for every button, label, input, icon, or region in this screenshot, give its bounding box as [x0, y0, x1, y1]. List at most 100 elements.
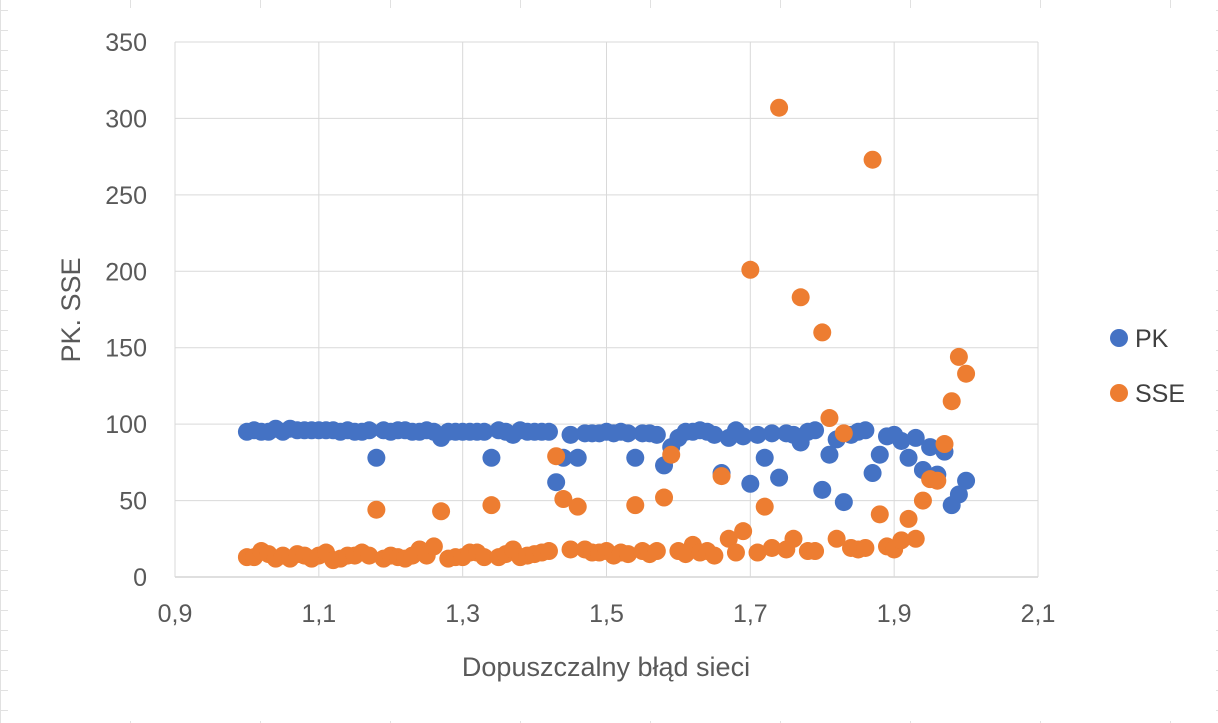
legend-pk-label: PK: [1135, 325, 1169, 353]
x-tick-label: 2,1: [1021, 600, 1056, 628]
x-tick-label: 1,5: [589, 600, 624, 628]
sse-point[interactable]: [856, 538, 875, 557]
pk-point[interactable]: [957, 471, 976, 490]
sse-point[interactable]: [949, 347, 968, 366]
y-tick-label: 100: [105, 411, 147, 439]
sse-point[interactable]: [820, 409, 839, 428]
y-tick-label: 200: [105, 258, 147, 286]
pk-point[interactable]: [360, 421, 379, 440]
x-axis-tick-labels: 0,9 1,1 1,3 1,5 1,7 1,9 2,1: [158, 600, 1056, 628]
sse-point[interactable]: [755, 497, 774, 516]
sse-point[interactable]: [734, 522, 753, 541]
sse-point[interactable]: [539, 542, 558, 561]
pk-point[interactable]: [705, 425, 724, 444]
x-tick-label: 0,9: [158, 600, 193, 628]
sse-point[interactable]: [424, 537, 443, 556]
pk-point[interactable]: [906, 428, 925, 447]
sse-point[interactable]: [748, 543, 767, 562]
pk-point[interactable]: [568, 448, 587, 467]
sse-point[interactable]: [561, 540, 580, 559]
y-tick-label: 150: [105, 335, 147, 363]
sse-point[interactable]: [827, 529, 846, 548]
legend-sse-marker: [1110, 384, 1128, 402]
sse-point[interactable]: [712, 467, 731, 486]
y-tick-label: 250: [105, 182, 147, 210]
sse-point[interactable]: [957, 364, 976, 383]
legend[interactable]: PK SSE: [1110, 325, 1185, 408]
pk-point[interactable]: [863, 464, 882, 483]
pk-point[interactable]: [741, 474, 760, 493]
sse-point[interactable]: [806, 542, 825, 561]
sse-point[interactable]: [626, 496, 645, 515]
sse-point[interactable]: [913, 491, 932, 510]
pk-point[interactable]: [892, 431, 911, 450]
sse-point[interactable]: [899, 509, 918, 528]
sse-point[interactable]: [432, 502, 451, 521]
y-tick-label: 350: [105, 29, 147, 57]
pk-point[interactable]: [734, 427, 753, 446]
pk-point[interactable]: [482, 448, 501, 467]
pk-point[interactable]: [762, 424, 781, 443]
chart-area[interactable]: [8, 8, 1216, 721]
sse-point[interactable]: [741, 260, 760, 279]
y-axis-tick-labels: 0 50 100 150 200 250 300 350: [105, 29, 147, 592]
pk-point[interactable]: [949, 485, 968, 504]
plot-points[interactable]: [237, 98, 976, 570]
sse-point[interactable]: [892, 531, 911, 550]
pk-point[interactable]: [820, 445, 839, 464]
sse-point[interactable]: [619, 545, 638, 564]
pk-point[interactable]: [870, 445, 889, 464]
sse-point[interactable]: [928, 471, 947, 490]
y-tick-label: 300: [105, 105, 147, 133]
sse-point[interactable]: [719, 529, 738, 548]
pk-point[interactable]: [770, 468, 789, 487]
y-tick-label: 50: [119, 488, 147, 516]
sse-point[interactable]: [662, 445, 681, 464]
gridlines: [174, 41, 1039, 578]
sse-point[interactable]: [863, 150, 882, 169]
sse-point[interactable]: [554, 490, 573, 509]
pk-point[interactable]: [748, 425, 767, 444]
sse-point[interactable]: [475, 548, 494, 567]
sse-point[interactable]: [784, 529, 803, 548]
x-axis-title: Dopuszczalny błąd sieci: [462, 652, 750, 682]
pk-point[interactable]: [899, 448, 918, 467]
pk-point[interactable]: [619, 424, 638, 443]
x-tick-label: 1,9: [877, 600, 912, 628]
sse-point[interactable]: [770, 98, 789, 117]
pk-point[interactable]: [539, 422, 558, 441]
sse-point[interactable]: [726, 543, 745, 562]
sse-point[interactable]: [367, 500, 386, 519]
sse-point[interactable]: [547, 447, 566, 466]
pk-point[interactable]: [806, 421, 825, 440]
sse-point[interactable]: [655, 488, 674, 507]
pk-point[interactable]: [647, 425, 666, 444]
pk-point[interactable]: [547, 473, 566, 492]
pk-point[interactable]: [813, 480, 832, 499]
sse-point[interactable]: [906, 529, 925, 548]
sse-point[interactable]: [870, 505, 889, 524]
sse-point[interactable]: [935, 435, 954, 454]
x-tick-label: 1,1: [301, 600, 336, 628]
sse-point[interactable]: [482, 496, 501, 515]
pk-point[interactable]: [921, 438, 940, 457]
pk-point[interactable]: [626, 448, 645, 467]
pk-point[interactable]: [367, 448, 386, 467]
pk-point[interactable]: [755, 448, 774, 467]
x-tick-label: 1,3: [445, 600, 480, 628]
sse-point[interactable]: [705, 546, 724, 565]
pk-point[interactable]: [856, 421, 875, 440]
sse-point[interactable]: [813, 323, 832, 342]
sse-point[interactable]: [791, 288, 810, 307]
sse-point[interactable]: [942, 392, 961, 411]
sse-point[interactable]: [360, 546, 379, 565]
sse-point[interactable]: [568, 497, 587, 516]
pk-point[interactable]: [834, 493, 853, 512]
sse-point[interactable]: [762, 538, 781, 557]
sse-point[interactable]: [647, 542, 666, 561]
sse-point[interactable]: [834, 424, 853, 443]
pk-point[interactable]: [475, 422, 494, 441]
y-tick-label: 0: [133, 564, 147, 592]
pk-point[interactable]: [561, 425, 580, 444]
